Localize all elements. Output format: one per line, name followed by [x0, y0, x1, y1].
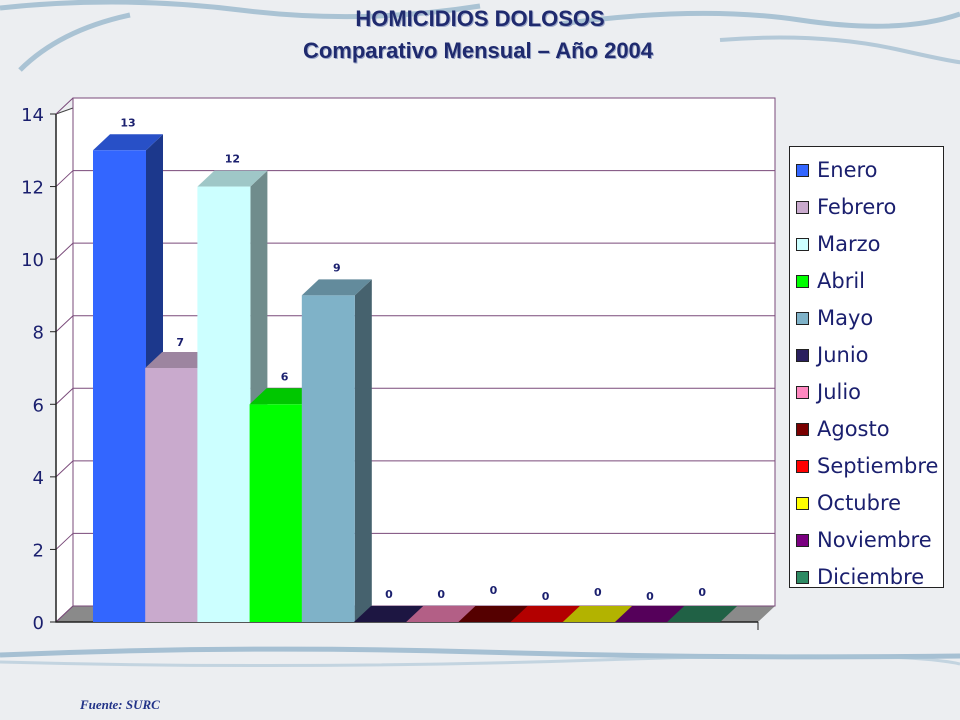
- legend-swatch: [796, 496, 809, 510]
- legend-label: Julio: [817, 380, 862, 404]
- gridline-side: [55, 170, 74, 187]
- gridline-side: [55, 605, 74, 623]
- gridline-side: [55, 533, 74, 550]
- bar-top: [615, 606, 685, 622]
- legend-item: Noviembre: [796, 525, 932, 555]
- y-tick-label: 8: [33, 323, 44, 344]
- legend-item: Agosto: [796, 414, 890, 444]
- chart-legend: Enero Febrero Marzo Abril Mayo Junio Julio Agos…: [789, 146, 944, 589]
- data-label: 0: [542, 590, 550, 603]
- legend-label: Agosto: [817, 417, 890, 441]
- y-tick-label: 4: [33, 468, 44, 489]
- gridline-side: [55, 97, 74, 115]
- legend-label: Enero: [817, 158, 878, 182]
- legend-label: Noviembre: [817, 528, 932, 552]
- bar-front: [197, 186, 251, 623]
- gridline-side: [55, 315, 74, 333]
- legend-swatch: [796, 274, 809, 288]
- legend-item: Diciembre: [796, 562, 924, 592]
- legend-label: Mayo: [817, 306, 874, 330]
- bar-front: [145, 368, 199, 622]
- gridline-side: [55, 460, 74, 478]
- legend-label: Febrero: [817, 195, 897, 219]
- y-tick-label: 0: [33, 613, 44, 634]
- bar-top: [354, 606, 424, 622]
- source-note: Fuente: SURC: [80, 697, 160, 712]
- legend-item: Abril: [796, 266, 865, 296]
- legend-swatch: [796, 385, 809, 399]
- chart-title: HOMICIDIOS DOLOSOS: [355, 6, 605, 31]
- legend-item: Marzo: [796, 229, 881, 259]
- y-tick-label: 12: [21, 178, 44, 199]
- legend-label: Diciembre: [817, 565, 925, 589]
- bar-front: [249, 404, 303, 622]
- bar-top: [562, 606, 633, 622]
- legend-swatch: [796, 348, 809, 362]
- bar-front: [93, 150, 146, 623]
- data-label: 7: [176, 336, 184, 349]
- legend-item: Enero: [796, 155, 878, 185]
- data-label: 0: [490, 584, 498, 597]
- side-wall: [55, 107, 74, 624]
- legend-item: Septiembre: [796, 451, 938, 481]
- gridline-side: [55, 387, 74, 405]
- data-label: 0: [646, 590, 654, 603]
- legend-item: Junio: [796, 340, 869, 370]
- legend-swatch: [796, 422, 809, 436]
- data-label: 0: [698, 586, 706, 599]
- bar-top: [197, 170, 268, 187]
- data-label: 0: [385, 588, 393, 601]
- bar-side: [354, 279, 372, 622]
- bar-front: [301, 295, 355, 622]
- legend-swatch: [796, 459, 809, 473]
- bar-top: [93, 134, 163, 151]
- legend-label: Abril: [817, 269, 865, 293]
- legend-swatch: [796, 570, 809, 584]
- legend-item: Mayo: [796, 303, 873, 333]
- legend-item: Julio: [796, 377, 861, 407]
- legend-swatch: [796, 533, 809, 547]
- y-tick-label: 6: [33, 395, 44, 416]
- data-label: 0: [594, 586, 602, 599]
- bar-top: [301, 279, 372, 296]
- data-label: 13: [120, 116, 135, 129]
- legend-label: Junio: [817, 343, 869, 367]
- legend-item: Octubre: [796, 488, 901, 518]
- bar-top: [458, 606, 529, 622]
- legend-label: Marzo: [817, 232, 881, 256]
- data-label: 12: [225, 153, 240, 166]
- chart-subtitle: Comparativo Mensual – Año 2004: [302, 38, 654, 63]
- y-tick-label: 10: [21, 250, 44, 271]
- bar-top: [406, 606, 477, 622]
- legend-swatch: [796, 200, 809, 214]
- data-label: 0: [437, 588, 445, 601]
- data-label: 6: [281, 370, 289, 383]
- legend-swatch: [796, 237, 809, 251]
- y-tick-label: 14: [21, 105, 44, 126]
- data-label: 9: [333, 261, 341, 274]
- legend-label: Septiembre: [817, 454, 939, 478]
- legend-swatch: [796, 311, 809, 325]
- bar-top: [667, 606, 738, 622]
- y-tick-label: 2: [33, 540, 44, 561]
- legend-label: Octubre: [817, 491, 902, 515]
- gridline-side: [55, 242, 74, 260]
- legend-swatch: [796, 163, 809, 177]
- legend-item: Febrero: [796, 192, 896, 222]
- bar-top: [510, 606, 581, 622]
